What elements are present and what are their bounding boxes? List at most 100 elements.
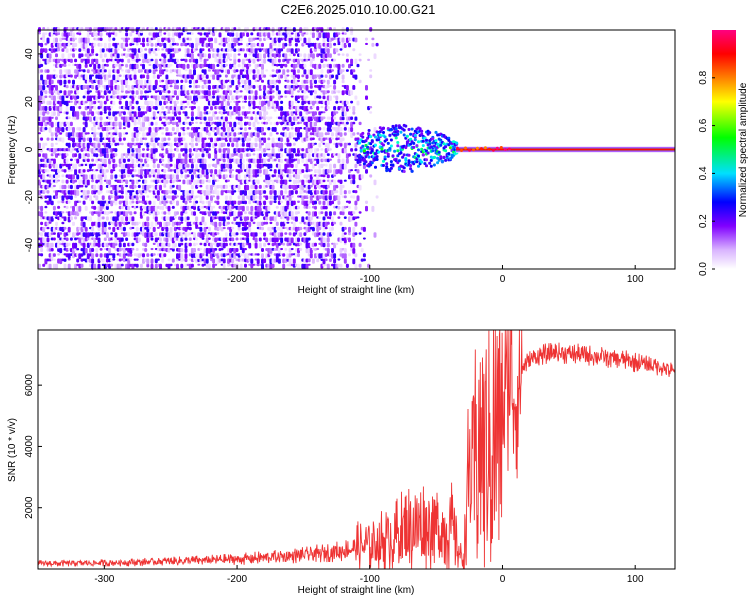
spectrogram-cell: [254, 90, 258, 96]
spectrogram-cell: [233, 42, 237, 47]
spectrogram-cell: [93, 63, 97, 70]
spectrogram-cell: [152, 37, 156, 40]
spectrogram-cell: [89, 27, 92, 32]
spectrogram-cell: [299, 53, 303, 57]
spectrogram-cell: [74, 37, 78, 40]
spectrogram-cell: [265, 221, 269, 225]
spectrogram-cell: [146, 253, 150, 257]
spectrogram-cell: [358, 79, 362, 84]
spectrogram-cell: [103, 100, 107, 105]
spectrogram-cell: [108, 253, 112, 256]
spectrogram-cell: [180, 242, 184, 246]
spectrogram-cell: [150, 263, 154, 269]
spectrogram-cell: [309, 216, 313, 221]
spectrogram-cell: [38, 263, 41, 269]
spectrogram-cell: [356, 132, 360, 135]
spectrogram-cell: [307, 37, 311, 44]
spectrogram-cell: [59, 148, 63, 152]
spectrogram-cell: [165, 237, 169, 243]
spectrogram-cell: [184, 258, 188, 263]
spectrogram-cell: [297, 79, 300, 83]
spectrogram-cell: [220, 100, 224, 107]
spectrogram-cell: [156, 95, 160, 101]
spectrogram-cell: [114, 232, 118, 238]
spectrogram-cell: [301, 148, 305, 152]
spectrogram-cell: [227, 37, 230, 43]
spectrogram-cell: [341, 74, 345, 80]
spectrogram-cell: [292, 53, 296, 57]
spectrogram-cell: [261, 142, 264, 146]
spectrogram-cell: [303, 63, 307, 68]
spectrogram-cell: [367, 58, 371, 61]
spectrogram-cell: [186, 216, 190, 221]
spectrogram-cell: [148, 127, 152, 133]
spectrogram-cell: [67, 116, 71, 120]
spectrogram-cell: [233, 27, 237, 30]
spectrogram-cell: [328, 158, 332, 161]
spectrogram-cell: [99, 79, 103, 86]
spectrogram-cell: [193, 232, 196, 238]
spectrogram-cell: [52, 111, 56, 116]
spectrogram-cell: [178, 48, 182, 52]
spectrogram-cell: [40, 248, 44, 253]
spectrogram-cell: [297, 205, 300, 210]
spectrogram-cell: [176, 200, 179, 206]
spectrogram-cell: [248, 121, 252, 126]
spectrogram-cell: [218, 32, 222, 38]
spectrogram-cell: [146, 148, 150, 151]
spectrogram-cell: [252, 121, 256, 128]
spectrogram-cell: [52, 184, 56, 188]
spectrogram-cell: [40, 205, 44, 212]
spectrogram-cell: [207, 148, 211, 151]
spectrogram-cell: [318, 226, 322, 231]
spectrogram-cell: [72, 205, 75, 212]
spectrogram-cell: [307, 153, 311, 159]
spectrogram-cell: [139, 90, 143, 95]
spectrogram-cell: [78, 184, 82, 188]
spectrogram-cell: [99, 190, 103, 194]
spectrogram-cell: [267, 137, 271, 141]
spectrogram-cell: [52, 205, 56, 211]
spectrogram-cell: [110, 211, 114, 214]
spectrogram-cell: [52, 69, 56, 72]
spectrogram-cell: [188, 237, 192, 241]
spectrogram-cell: [146, 116, 150, 122]
spectrogram-cell: [216, 127, 220, 133]
spectrogram-cell: [195, 163, 199, 170]
spectrogram-cell: [341, 79, 345, 84]
spectrogram-cell: [284, 63, 288, 68]
spectrogram-cell: [328, 42, 332, 49]
spectrogram-cell: [165, 69, 169, 73]
spectrogram-cell: [277, 58, 281, 63]
spectrogram-cell: [365, 95, 368, 100]
spectrogram-cell: [178, 111, 182, 116]
spectrogram-cell: [360, 174, 364, 179]
spectrogram-cell: [275, 205, 279, 209]
spectrogram-cell: [178, 116, 182, 123]
spectrogram-cell: [74, 216, 78, 220]
spectrogram-cell: [203, 158, 207, 164]
spectrogram-cell: [84, 174, 88, 180]
spectrogram-cell: [184, 237, 188, 241]
spectrogram-cell: [203, 37, 207, 41]
spectrogram-cell: [267, 205, 271, 211]
spectrogram-cell: [331, 248, 334, 253]
spectrogram-cell: [235, 248, 239, 252]
spectrogram-cell: [114, 148, 118, 153]
spectrogram-cell: [63, 226, 67, 230]
spectrogram-cell: [67, 100, 71, 103]
spectrogram-cell: [122, 111, 126, 116]
spectrogram-cell: [280, 248, 284, 251]
spectrogram-cell: [311, 53, 315, 59]
spectrogram-cell: [358, 160, 362, 164]
spectrogram-cell: [186, 163, 190, 168]
spectrogram-cell: [361, 131, 365, 135]
spectrogram-cell: [78, 48, 82, 52]
spectrogram-cell: [142, 148, 145, 151]
spectrogram-cell: [203, 242, 207, 247]
spectrogram-cell: [93, 174, 97, 180]
spectrogram-cell: [314, 205, 317, 210]
spectrogram-cell: [277, 90, 281, 95]
spectrogram-cell: [103, 174, 107, 180]
spectrogram-cell: [116, 48, 120, 51]
